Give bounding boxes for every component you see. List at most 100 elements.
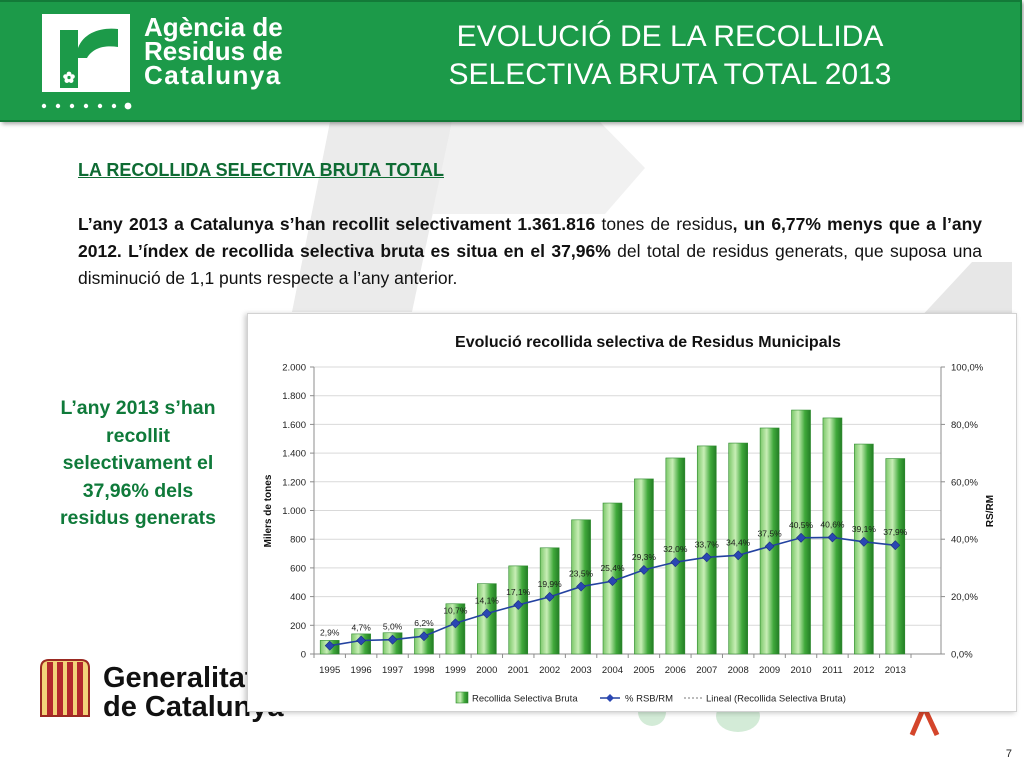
- page-number: 7: [1005, 748, 1012, 760]
- agency-name-line: Residus de: [144, 36, 283, 66]
- data-label: 23,5%: [569, 569, 594, 579]
- x-tick-label: 1995: [319, 665, 340, 676]
- data-label: 5,0%: [383, 622, 403, 632]
- data-label: 17,1%: [506, 587, 531, 597]
- data-label: 40,5%: [789, 520, 814, 530]
- data-label: 37,5%: [758, 528, 783, 538]
- x-tick-label: 2005: [633, 665, 654, 676]
- x-tick-label: 2003: [571, 665, 592, 676]
- bar: [791, 409, 811, 655]
- x-tick-label: 2001: [508, 665, 529, 676]
- data-label: 40,6%: [820, 519, 845, 529]
- page-title-line: EVOLUCIÓ DE LA RECOLLIDA: [456, 20, 884, 53]
- x-tick-label: 1996: [351, 665, 372, 676]
- line-point-marker: [858, 536, 869, 547]
- x-tick-label: 2007: [696, 665, 717, 676]
- y2-tick-label: 80,0%: [951, 420, 978, 431]
- line-point-marker: [324, 640, 335, 651]
- y2-tick-label: 60,0%: [951, 477, 978, 488]
- y-tick-label: 1.200: [282, 477, 306, 488]
- watermark-shape: [292, 122, 452, 312]
- x-tick-label: 2008: [728, 665, 749, 676]
- y-tick-label: 1.000: [282, 506, 306, 517]
- bar: [508, 565, 529, 655]
- senyera-emblem-icon: [40, 659, 90, 717]
- line-point-marker: [576, 581, 587, 592]
- line-point-marker: [387, 634, 398, 645]
- data-label: 37,9%: [883, 527, 908, 537]
- line-point-marker: [638, 564, 649, 575]
- x-tick-label: 2000: [476, 665, 497, 676]
- x-tick-label: 2004: [602, 665, 623, 676]
- bar: [759, 427, 780, 655]
- y2-tick-label: 100,0%: [951, 363, 984, 374]
- legend-label: Recollida Selectiva Bruta: [472, 694, 578, 705]
- line-point-marker: [827, 532, 838, 543]
- data-label: 39,1%: [852, 524, 877, 534]
- y2-tick-label: 40,0%: [951, 535, 978, 546]
- line-point-marker: [544, 591, 555, 602]
- x-tick-label: 2006: [665, 665, 686, 676]
- y2-tick-label: 20,0%: [951, 592, 978, 603]
- x-tick-label: 2013: [885, 665, 906, 676]
- x-tick-label: 2012: [853, 665, 874, 676]
- paragraph-bold-text: L’any 2013 a Catalunya s’han recollit se…: [78, 214, 602, 234]
- bar: [696, 445, 717, 655]
- data-label: 33,7%: [695, 539, 720, 549]
- agency-name: Agència de Residus de Catalunya: [144, 12, 283, 90]
- y-axis-label: Milers de tones: [263, 474, 274, 547]
- x-tick-label: 1999: [445, 665, 466, 676]
- callout-line: recollit: [106, 424, 170, 447]
- y-tick-label: 2.000: [282, 363, 306, 374]
- line-point-marker: [607, 576, 618, 587]
- y-tick-label: 1.600: [282, 420, 306, 431]
- page-title: EVOLUCIÓ DE LA RECOLLIDA SELECTIVA BRUTA…: [392, 18, 948, 94]
- line-point-marker: [513, 599, 524, 610]
- y-tick-label: 0: [301, 650, 306, 661]
- line-point-marker: [890, 540, 901, 551]
- chart-title: Evolució recollida selectiva de Residus …: [455, 334, 841, 351]
- paragraph-bold-text: , un 6,77% menys que a l’any 2012. L’índ…: [78, 214, 982, 261]
- x-tick-label: 1998: [413, 665, 434, 676]
- callout-line: selectivament el: [62, 452, 214, 474]
- line-point-marker: [419, 631, 429, 642]
- y-tick-label: 200: [290, 621, 306, 632]
- y-tick-label: 800: [290, 535, 306, 546]
- data-label: 34,4%: [726, 537, 751, 547]
- line-point-marker: [764, 541, 775, 552]
- data-label: 25,4%: [600, 563, 625, 573]
- data-label: 14,1%: [475, 596, 500, 606]
- legend-swatch-bar: [455, 691, 469, 704]
- agency-name-line: Catalunya: [144, 60, 282, 90]
- data-label: 10,7%: [443, 605, 468, 615]
- combo-chart: Evolució recollida selectiva de Residus …: [263, 334, 996, 705]
- x-tick-label: 2009: [759, 665, 780, 676]
- agency-name-line: Agència de: [144, 12, 283, 42]
- y2-axis-label: RS/RM: [985, 495, 996, 527]
- generalitat-line: Generalitat: [103, 662, 255, 694]
- bar: [885, 458, 906, 655]
- legend-label: Lineal (Recollida Selectiva Bruta): [706, 694, 846, 705]
- callout-line: L’any 2013 s’han: [60, 397, 216, 419]
- line-point-marker: [701, 552, 712, 563]
- line-point-marker: [796, 532, 806, 543]
- x-tick-label: 2010: [790, 665, 811, 676]
- summary-paragraph: L’any 2013 a Catalunya s’han recollit se…: [78, 211, 982, 292]
- x-tick-label: 1997: [382, 665, 403, 676]
- y2-tick-label: 0,0%: [951, 650, 973, 661]
- highlight-callout: L’any 2013 s’han recollit selectivament …: [38, 395, 238, 533]
- page-title-line: SELECTIVA BRUTA TOTAL 2013: [448, 58, 892, 91]
- line-point-marker: [733, 550, 744, 561]
- agency-r-logo-icon: [41, 14, 132, 110]
- data-label: 29,3%: [632, 552, 657, 562]
- x-tick-label: 2002: [539, 665, 560, 676]
- line-point-marker: [450, 618, 461, 629]
- y-tick-label: 400: [290, 592, 306, 603]
- y-tick-label: 1.800: [282, 391, 306, 402]
- bar: [665, 457, 686, 655]
- line-point-marker: [670, 557, 681, 568]
- x-tick-label: 2011: [822, 665, 842, 676]
- y-tick-label: 1.400: [282, 449, 306, 460]
- line-point-marker: [481, 608, 492, 619]
- chart-panel: Evolució recollida selectiva de Residus …: [247, 313, 1017, 712]
